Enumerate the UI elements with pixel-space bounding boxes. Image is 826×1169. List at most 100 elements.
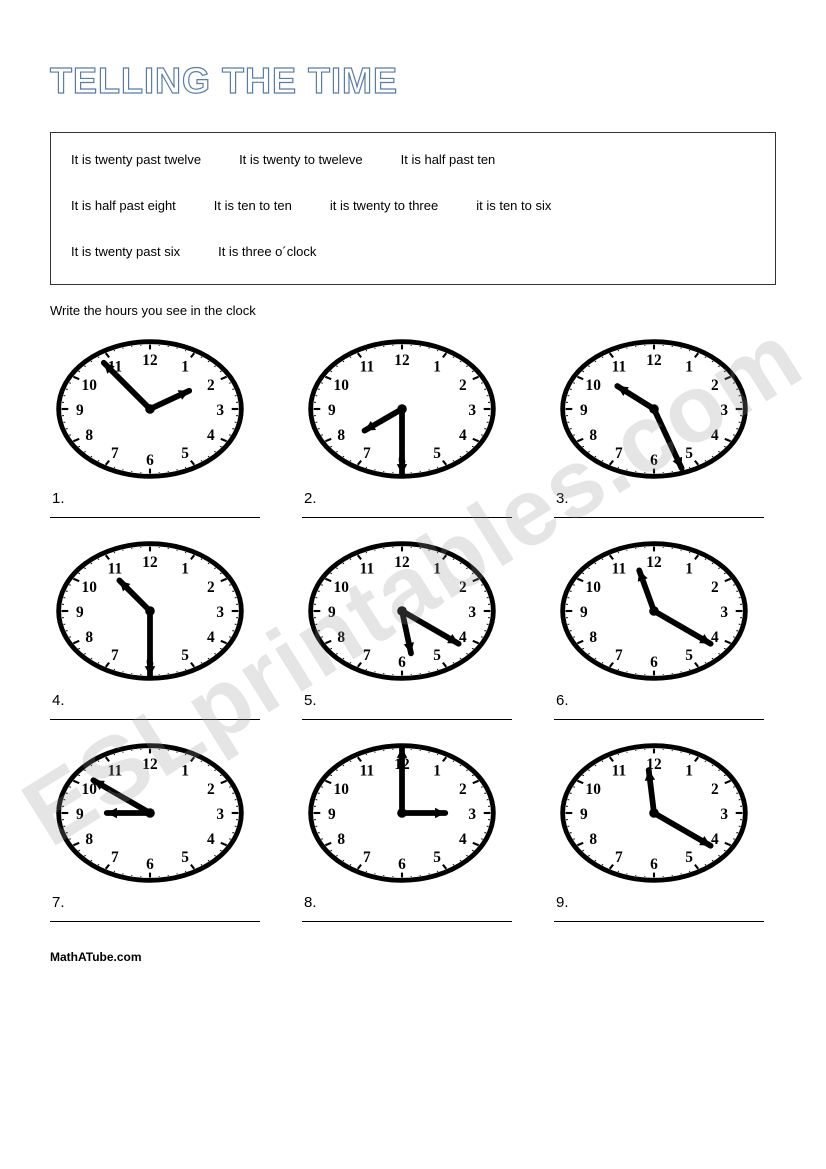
svg-text:9: 9 [580, 805, 588, 822]
svg-text:8: 8 [589, 830, 597, 847]
svg-text:6: 6 [146, 855, 154, 872]
svg-text:2: 2 [459, 578, 467, 595]
svg-text:3: 3 [468, 603, 476, 620]
svg-text:5: 5 [685, 647, 693, 664]
svg-text:6: 6 [146, 451, 154, 468]
svg-text:2: 2 [207, 376, 215, 393]
svg-text:7: 7 [363, 647, 371, 664]
phrase: It is twenty to tweleve [239, 151, 363, 169]
svg-text:11: 11 [360, 358, 375, 375]
svg-text:9: 9 [76, 603, 84, 620]
svg-text:1: 1 [433, 560, 441, 577]
svg-text:12: 12 [646, 553, 662, 570]
word-row-2: It is half past eight It is ten to ten i… [71, 197, 755, 215]
svg-text:11: 11 [612, 560, 627, 577]
svg-text:11: 11 [108, 560, 123, 577]
svg-text:9: 9 [76, 401, 84, 418]
svg-text:3: 3 [720, 805, 728, 822]
svg-text:4: 4 [207, 628, 215, 645]
page-title: TELLING THE TIME [50, 60, 776, 102]
svg-text:5: 5 [433, 647, 441, 664]
clock-face: 123456789101112 [302, 738, 502, 888]
phrase: It is three o´clock [218, 243, 316, 261]
svg-text:10: 10 [586, 780, 602, 797]
answer-line[interactable]: 1. [50, 490, 260, 518]
svg-text:2: 2 [207, 578, 215, 595]
clock-face: 123456789101112 [302, 334, 502, 484]
word-bank: It is twenty past twelve It is twenty to… [50, 132, 776, 285]
svg-text:9: 9 [328, 603, 336, 620]
svg-text:11: 11 [612, 358, 627, 375]
svg-text:4: 4 [207, 426, 215, 443]
svg-text:8: 8 [589, 628, 597, 645]
svg-text:8: 8 [337, 628, 345, 645]
clock-item: 1234567891011129. [554, 738, 776, 922]
svg-text:3: 3 [468, 805, 476, 822]
clock-face: 123456789101112 [554, 334, 754, 484]
svg-text:2: 2 [459, 780, 467, 797]
footer-credit: MathATube.com [50, 950, 776, 964]
svg-text:3: 3 [468, 401, 476, 418]
svg-text:10: 10 [334, 376, 350, 393]
instruction-text: Write the hours you see in the clock [50, 303, 776, 318]
phrase: It is twenty past twelve [71, 151, 201, 169]
answer-line[interactable]: 3. [554, 490, 764, 518]
svg-text:7: 7 [363, 445, 371, 462]
svg-text:6: 6 [398, 855, 406, 872]
svg-text:6: 6 [650, 653, 658, 670]
answer-line[interactable]: 7. [50, 894, 260, 922]
svg-text:8: 8 [85, 830, 93, 847]
svg-text:7: 7 [111, 849, 119, 866]
svg-text:5: 5 [181, 849, 189, 866]
svg-text:3: 3 [720, 401, 728, 418]
clock-face: 123456789101112 [554, 536, 754, 686]
svg-text:4: 4 [711, 426, 719, 443]
clock-item: 1234567891011123. [554, 334, 776, 518]
svg-text:10: 10 [334, 578, 350, 595]
svg-text:11: 11 [612, 762, 627, 779]
svg-text:8: 8 [85, 628, 93, 645]
svg-text:1: 1 [685, 358, 693, 375]
svg-text:5: 5 [433, 849, 441, 866]
svg-text:1: 1 [181, 762, 189, 779]
clock-item: 1234567891011125. [302, 536, 524, 720]
svg-text:1: 1 [433, 358, 441, 375]
clock-item: 1234567891011128. [302, 738, 524, 922]
svg-text:5: 5 [685, 445, 693, 462]
svg-text:2: 2 [207, 780, 215, 797]
svg-text:8: 8 [337, 426, 345, 443]
svg-text:8: 8 [85, 426, 93, 443]
clock-face: 123456789101112 [50, 536, 250, 686]
answer-line[interactable]: 2. [302, 490, 512, 518]
svg-text:1: 1 [685, 762, 693, 779]
phrase: It is twenty past six [71, 243, 180, 261]
svg-text:3: 3 [216, 401, 224, 418]
phrase: It is ten to ten [214, 197, 292, 215]
word-row-3: It is twenty past six It is three o´cloc… [71, 243, 755, 261]
svg-text:10: 10 [82, 376, 98, 393]
answer-line[interactable]: 9. [554, 894, 764, 922]
svg-text:12: 12 [394, 553, 410, 570]
svg-text:4: 4 [207, 830, 215, 847]
svg-text:7: 7 [111, 647, 119, 664]
svg-text:4: 4 [459, 426, 467, 443]
svg-text:9: 9 [76, 805, 84, 822]
svg-text:10: 10 [586, 578, 602, 595]
svg-text:12: 12 [142, 553, 158, 570]
clock-face: 123456789101112 [50, 334, 250, 484]
answer-line[interactable]: 5. [302, 692, 512, 720]
clock-item: 1234567891011121. [50, 334, 272, 518]
answer-line[interactable]: 8. [302, 894, 512, 922]
answer-line[interactable]: 4. [50, 692, 260, 720]
svg-text:6: 6 [650, 855, 658, 872]
phrase: it is twenty to three [330, 197, 438, 215]
answer-line[interactable]: 6. [554, 692, 764, 720]
svg-text:3: 3 [216, 603, 224, 620]
svg-text:2: 2 [711, 376, 719, 393]
svg-text:7: 7 [363, 849, 371, 866]
svg-text:11: 11 [360, 762, 375, 779]
clock-item: 1234567891011126. [554, 536, 776, 720]
svg-text:5: 5 [181, 647, 189, 664]
clock-item: 1234567891011127. [50, 738, 272, 922]
svg-text:12: 12 [646, 351, 662, 368]
